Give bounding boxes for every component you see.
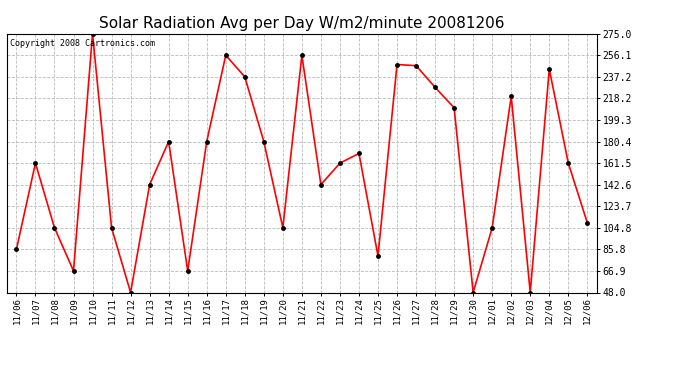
Text: Copyright 2008 Cartronics.com: Copyright 2008 Cartronics.com	[10, 39, 155, 48]
Title: Solar Radiation Avg per Day W/m2/minute 20081206: Solar Radiation Avg per Day W/m2/minute …	[99, 16, 504, 31]
